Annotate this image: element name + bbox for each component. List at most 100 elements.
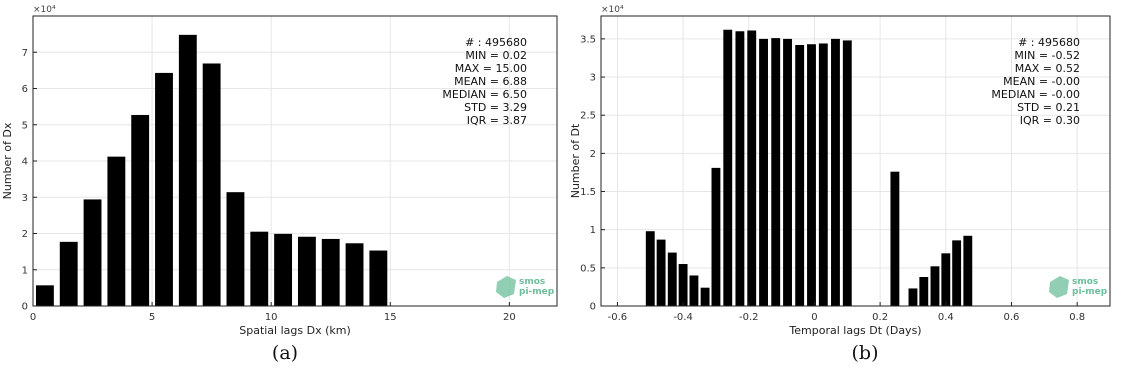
stats-line: IQR = 3.87: [467, 114, 527, 127]
x-tick-label: 10: [265, 312, 278, 323]
bar: [369, 250, 388, 306]
y-multiplier-label: ×10⁴: [601, 5, 624, 15]
bar: [155, 72, 173, 306]
bar: [178, 34, 197, 306]
y-tick-label: 4: [22, 157, 28, 168]
x-tick-label: -0.4: [673, 312, 693, 323]
logo-text: smos: [1072, 277, 1098, 287]
bar: [59, 241, 78, 306]
y-tick-label: 2.5: [580, 111, 596, 122]
y-tick-label: 3: [22, 193, 28, 204]
y-tick-label: 6: [22, 84, 28, 95]
bar: [226, 192, 245, 306]
stats-line: STD = 3.29: [464, 101, 527, 114]
stats-line: MIN = 0.02: [465, 49, 527, 62]
sublabel-b: (b): [851, 342, 879, 364]
bar: [747, 30, 757, 306]
logo-text: smos: [519, 277, 545, 287]
bar: [908, 288, 918, 306]
y-multiplier-label: ×10⁴: [33, 5, 56, 15]
y-tick-label: 5: [22, 120, 28, 131]
smos-pi-mep-logo-icon: [1049, 276, 1069, 298]
bar: [678, 264, 688, 306]
bar: [771, 38, 781, 306]
bar: [131, 114, 150, 307]
bar: [930, 266, 940, 306]
x-tick-label: 15: [384, 312, 397, 323]
stats-line: MEAN = -0.00: [1003, 75, 1080, 88]
bar: [667, 252, 677, 306]
bar: [711, 167, 721, 306]
bar: [656, 239, 666, 306]
logo-text: pi-mep: [519, 287, 555, 297]
bar: [645, 231, 655, 306]
stats-line: MEDIAN = -0.00: [991, 88, 1080, 101]
spatial-lags-histogram: 0 5 10 15 20 0 1 2 3 4 5 6 7 ×10⁴ Spatial lags Dx (km)…: [1, 5, 558, 337]
bar: [700, 287, 710, 306]
bar: [83, 199, 102, 306]
y-tick-label: 2: [22, 229, 28, 240]
bar: [783, 38, 792, 306]
x-tick-label: 0: [811, 312, 817, 323]
bar: [963, 235, 973, 306]
stats-line: MEAN = 6.88: [454, 75, 527, 88]
x-tick-label: 0.8: [1069, 312, 1085, 323]
chart-panel-b: -0.6 -0.4 -0.2 0 0.2 0.4 0.6 0.8 0 0.5 1 1.5 2 2.5 3 3.…: [565, 0, 1123, 378]
stats-line: MEDIAN = 6.50: [442, 88, 527, 101]
stats-line: MAX = 0.52: [1015, 62, 1080, 75]
smos-pi-mep-logo-icon: [496, 276, 516, 298]
bar: [274, 233, 293, 306]
y-tick-label: 3.5: [580, 34, 596, 45]
sublabel-a: (a): [271, 342, 299, 364]
y-tick-label: 2: [590, 149, 596, 160]
bar: [345, 243, 364, 306]
y-axis-label: Number of Dt: [569, 123, 582, 198]
bar: [919, 277, 929, 306]
y-tick-label: 7: [22, 48, 28, 59]
bar: [689, 275, 699, 306]
x-axis-label: Spatial lags Dx (km): [239, 324, 351, 337]
temporal-lags-histogram: -0.6 -0.4 -0.2 0 0.2 0.4 0.6 0.8 0 0.5 1 1.5 2 2.5 3 3.…: [569, 5, 1111, 337]
y-tick-label: 1: [590, 225, 596, 236]
y-tick-label: 0: [22, 302, 28, 313]
bar: [250, 231, 269, 306]
x-tick-label: -0.6: [608, 312, 628, 323]
bar: [795, 45, 805, 306]
stats-line: MAX = 15.00: [455, 62, 527, 75]
bar: [890, 171, 900, 306]
bar: [735, 31, 745, 307]
stats-line: STD = 0.21: [1017, 101, 1080, 114]
bar: [759, 38, 768, 306]
x-axis-label: Temporal lags Dt (Days): [788, 324, 921, 337]
x-tick-label: 0.6: [1004, 312, 1020, 323]
y-tick-label: 3: [590, 73, 596, 84]
bar: [818, 43, 828, 306]
bar: [807, 44, 816, 306]
x-tick-label: 5: [149, 312, 155, 323]
bar: [952, 240, 962, 306]
bar: [941, 253, 951, 306]
stats-line: MIN = -0.52: [1014, 49, 1080, 62]
bar: [202, 63, 221, 306]
y-axis-label: Number of Dx: [1, 122, 14, 199]
stats-line: IQR = 0.30: [1020, 114, 1080, 127]
y-tick-label: 1.5: [580, 187, 596, 198]
bar: [321, 238, 340, 306]
x-tick-label: 0.4: [938, 312, 954, 323]
stats-line: # : 495680: [1018, 36, 1080, 49]
bar: [831, 38, 840, 306]
plot-frame: [600, 15, 1111, 307]
logo-text: pi-mep: [1072, 287, 1108, 297]
bar: [842, 40, 852, 306]
x-tick-label: 0: [30, 312, 36, 323]
y-tick-label: 1: [22, 265, 28, 276]
bar: [297, 236, 316, 306]
bar: [35, 285, 54, 306]
x-tick-label: 0.2: [872, 312, 888, 323]
y-tick-label: 0: [590, 302, 596, 313]
y-tick-label: 0.5: [580, 263, 596, 274]
chart-panel-a: 0 5 10 15 20 0 1 2 3 4 5 6 7 ×10⁴ Spatial lags Dx (km)…: [0, 0, 560, 378]
x-tick-label: 20: [503, 312, 516, 323]
bar: [723, 29, 733, 306]
x-tick-label: -0.2: [739, 312, 759, 323]
